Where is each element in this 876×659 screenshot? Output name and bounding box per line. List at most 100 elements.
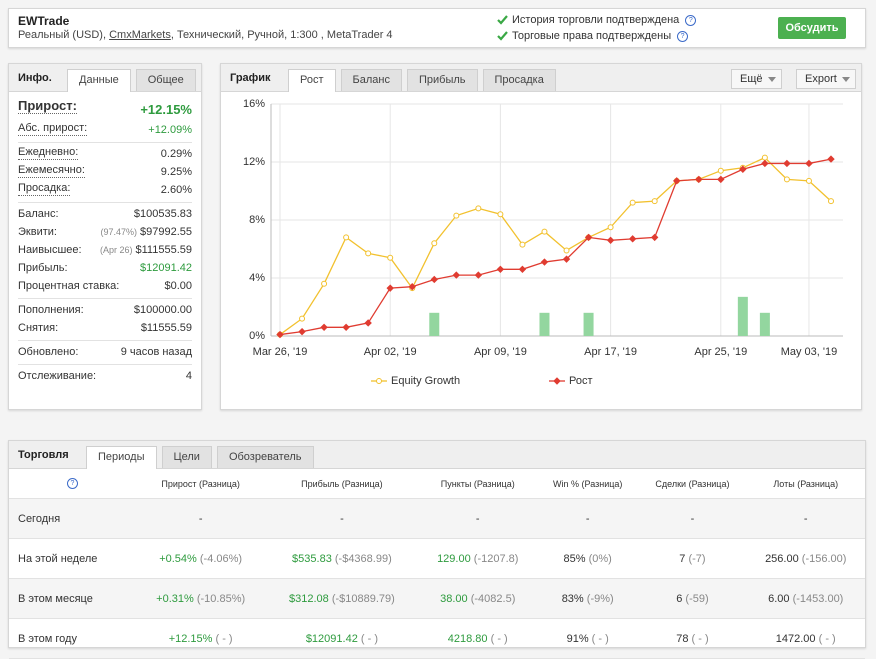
info-section: Баланс: $100535.83 Эквити: (97.47%) $97992.5… bbox=[18, 203, 192, 299]
y-tick-label: 8% bbox=[249, 214, 265, 226]
point bbox=[431, 240, 438, 247]
cell-diff: (-156.00) bbox=[801, 552, 847, 565]
info-value-wrap: 0.29% bbox=[161, 145, 192, 163]
table-cell: 6 (-59) bbox=[638, 578, 747, 619]
export-dropdown[interactable]: Export bbox=[796, 69, 856, 89]
discuss-button[interactable]: Обсудить bbox=[778, 17, 846, 39]
tab[interactable]: Данные bbox=[67, 69, 131, 92]
table-cell: 1472.00 ( - ) bbox=[746, 618, 865, 659]
info-row: Баланс: $100535.83 bbox=[18, 205, 192, 223]
point bbox=[739, 165, 747, 173]
cell-value: 7 bbox=[679, 552, 686, 565]
series-line bbox=[279, 158, 832, 336]
info-value: $0.00 bbox=[164, 280, 192, 292]
tab[interactable]: Обозреватель bbox=[216, 446, 314, 468]
point bbox=[541, 228, 548, 235]
cell-diff: ( - ) bbox=[490, 632, 508, 645]
info-value: $100000.00 bbox=[133, 304, 192, 316]
info-value: 4 bbox=[185, 370, 192, 382]
x-tick-label: Mar 26, '19 bbox=[253, 346, 308, 358]
bar bbox=[429, 312, 440, 336]
point bbox=[805, 177, 812, 184]
check-mark bbox=[497, 15, 508, 25]
info-value: $97992.55 bbox=[140, 226, 192, 238]
cell-diff: (-7) bbox=[688, 552, 706, 565]
info-value: 0.29% bbox=[160, 148, 192, 160]
info-body: Прирост: +12.15% Абс. прирост: +12.09% Ежедн… bbox=[18, 97, 192, 388]
legend-label: Equity Growth bbox=[391, 375, 460, 387]
bar bbox=[759, 312, 770, 336]
info-value-wrap: (97.47%) $97992.55 bbox=[100, 223, 192, 241]
table-row: В этом году +12.15% ( - ) $12091.42 ( - ) 4… bbox=[9, 618, 865, 659]
point bbox=[695, 175, 703, 184]
info-value-wrap: 9 часов назад bbox=[121, 343, 192, 361]
tab[interactable]: Цели bbox=[161, 446, 212, 468]
bar bbox=[737, 296, 748, 336]
point bbox=[827, 155, 835, 163]
table-head: ? Прирост (Разница) Прибыль (Разница) Пункт… bbox=[9, 469, 865, 499]
column-header: Прирост (Разница) bbox=[136, 469, 266, 499]
info-row: Отслеживание: 4 bbox=[18, 367, 192, 385]
cell-value: 85% bbox=[563, 552, 586, 565]
info-panel: Инфо. Данные Общее Прирост: +12.15% Абс. пр… bbox=[8, 63, 202, 410]
table-cell: 4218.80 ( - ) bbox=[418, 618, 537, 659]
tab[interactable]: Просадка bbox=[482, 69, 556, 91]
table-row: На этой неделе +0.54% (-4.06%) $535.83 (-$… bbox=[9, 538, 865, 579]
cell-diff: (-9%) bbox=[586, 592, 614, 605]
info-value: $12091.42 bbox=[140, 262, 192, 274]
table-cell: 256.00 (-156.00) bbox=[746, 538, 865, 579]
info-row: Прибыль: $12091.42 bbox=[18, 259, 192, 277]
info-row: Ежемесячно: 9.25% bbox=[18, 163, 192, 181]
info-row: Просадка: 2.60% bbox=[18, 181, 192, 199]
tab[interactable]: Общее bbox=[135, 69, 196, 91]
info-note: (97.47%) bbox=[100, 227, 137, 237]
cell-diff: ( - ) bbox=[215, 632, 233, 645]
tab[interactable]: Рост bbox=[288, 69, 336, 92]
table-cell: 78 ( - ) bbox=[638, 618, 747, 659]
cell-value: 83% bbox=[561, 592, 584, 605]
cell-value: $12091.42 bbox=[305, 632, 358, 645]
tab[interactable]: Прибыль bbox=[406, 69, 478, 91]
info-label: Ежедневно: bbox=[18, 146, 79, 160]
help-icon[interactable]: ? bbox=[67, 478, 78, 489]
cell-diff: (-1207.8) bbox=[473, 552, 519, 565]
point bbox=[673, 177, 681, 185]
x-tick-label: Apr 02, '19 bbox=[364, 346, 417, 358]
cell-diff: ( - ) bbox=[691, 632, 709, 645]
point bbox=[453, 212, 460, 219]
info-value-wrap: 4 bbox=[186, 367, 192, 385]
cell-value: +12.15% bbox=[168, 632, 213, 645]
cell-diff: ( - ) bbox=[591, 632, 609, 645]
chart: 0% 4% 8% 12% 16% Mar 26, '19 Apr 02, '19 Apr 09… bbox=[243, 98, 843, 387]
trading-panel: Торговля Периоды Цели Обозреватель ? Прирос… bbox=[8, 440, 866, 659]
table-cell: - bbox=[746, 498, 865, 539]
check-icon bbox=[497, 15, 508, 25]
cell-diff: (-$10889.79) bbox=[331, 592, 395, 605]
point bbox=[386, 284, 394, 292]
info-value: $100535.83 bbox=[133, 208, 192, 220]
help-icon[interactable]: ? bbox=[677, 31, 689, 42]
tab[interactable]: Периоды bbox=[86, 446, 157, 469]
header: EWTrade Реальный (USD), CmxMarkets, Техн… bbox=[8, 8, 866, 48]
x-tick-label: Apr 25, '19 bbox=[694, 346, 747, 358]
table-row: В этом месяце +0.31% (-10.85%) $312.08 (-$… bbox=[9, 578, 865, 619]
tabs: Рост Баланс Прибыль Просадка bbox=[288, 69, 556, 92]
info-label: Процентная ставка: bbox=[18, 280, 120, 292]
help-header: ? bbox=[9, 469, 136, 499]
help-icon[interactable]: ? bbox=[685, 15, 697, 26]
cell-diff: ( - ) bbox=[360, 632, 378, 645]
info-label: Прирост: bbox=[18, 98, 77, 114]
point bbox=[497, 211, 504, 218]
more-dropdown[interactable]: Ещё bbox=[731, 69, 782, 89]
tab[interactable]: Баланс bbox=[340, 69, 402, 91]
table-cell: 7 (-7) bbox=[638, 538, 747, 579]
cell-value: 38.00 bbox=[440, 592, 468, 605]
info-row: Прирост: +12.15% bbox=[18, 99, 192, 121]
y-tick-label: 16% bbox=[243, 98, 265, 110]
cell-value: - bbox=[340, 512, 344, 525]
info-section: Пополнения: $100000.00 Снятия: $11555.59 bbox=[18, 299, 192, 341]
broker-link[interactable]: CmxMarkets bbox=[109, 29, 171, 41]
point bbox=[276, 330, 284, 339]
